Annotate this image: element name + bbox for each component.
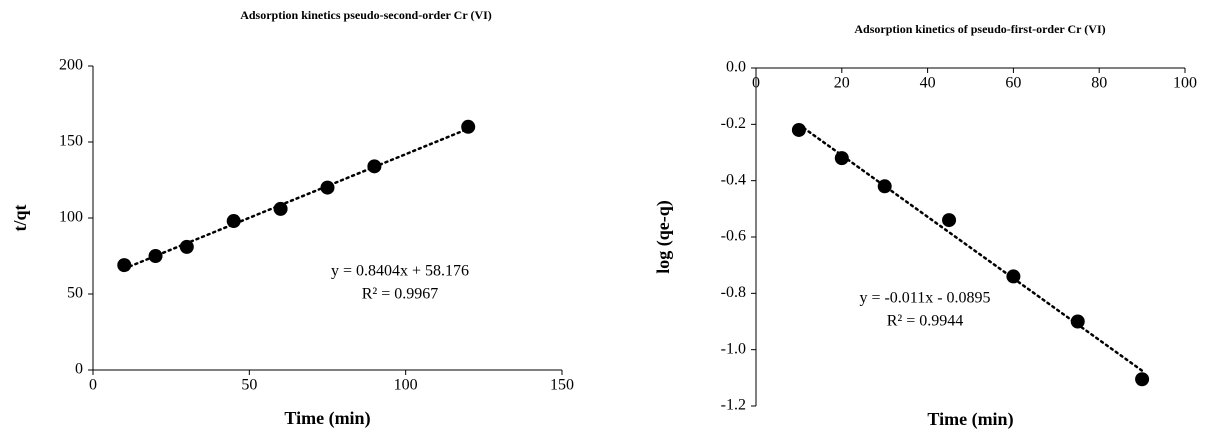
point — [148, 249, 163, 263]
trendline — [123, 127, 470, 270]
x-tick-label: 20 — [834, 75, 850, 92]
point — [1135, 372, 1150, 387]
y-tick-label: 0.0 — [726, 59, 746, 76]
x-axis-title: Time (min) — [284, 408, 370, 429]
x-tick-label: 0 — [89, 377, 97, 394]
trendline-equation: y = 0.8404x + 58.176 — [331, 263, 469, 280]
chart-title: Adsorption kinetics pseudo-second-order … — [240, 8, 492, 22]
x-tick-label: 100 — [1173, 75, 1197, 92]
x-tick-label: 40 — [920, 75, 936, 92]
point — [834, 151, 849, 166]
trendline-equation: R² = 0.9944 — [887, 313, 964, 330]
x-tick-label: 80 — [1091, 75, 1107, 92]
point — [942, 213, 957, 228]
trendline-equation: y = -0.011x - 0.0895 — [859, 290, 990, 307]
y-axis-title: t/qt — [10, 204, 30, 231]
x-tick-label: 50 — [241, 377, 257, 394]
y-tick-label: -0.4 — [721, 171, 746, 188]
trendline — [797, 123, 1144, 372]
y-tick-label: 150 — [59, 133, 83, 150]
trendline-equation: R² = 0.9967 — [362, 286, 439, 303]
point — [367, 159, 382, 174]
x-tick-label: 60 — [1005, 75, 1021, 92]
y-tick-label: 50 — [67, 285, 83, 302]
point — [791, 122, 806, 137]
point — [461, 119, 476, 134]
y-axis-title: log (qe-q) — [653, 200, 674, 274]
point — [1070, 314, 1085, 329]
point — [877, 179, 892, 194]
chart-title: Adsorption kinetics of pseudo-first-orde… — [854, 22, 1105, 36]
y-tick-label: -0.2 — [721, 115, 746, 132]
x-tick-label: 150 — [550, 377, 574, 394]
y-tick-label: 100 — [59, 209, 83, 226]
point — [179, 239, 194, 254]
point — [273, 201, 288, 216]
y-tick-label: 0 — [75, 361, 83, 378]
point — [320, 180, 335, 195]
y-tick-label: 200 — [59, 57, 83, 74]
point — [1006, 269, 1021, 284]
point — [226, 214, 241, 229]
x-tick-label: 0 — [752, 75, 760, 92]
point — [117, 258, 132, 273]
y-tick-label: -1.0 — [721, 340, 746, 357]
x-axis-title: Time (min) — [927, 409, 1013, 430]
y-tick-label: -0.6 — [721, 228, 746, 245]
x-tick-label: 100 — [394, 377, 418, 394]
y-tick-label: -0.8 — [721, 284, 746, 301]
y-tick-label: -1.2 — [721, 397, 746, 414]
